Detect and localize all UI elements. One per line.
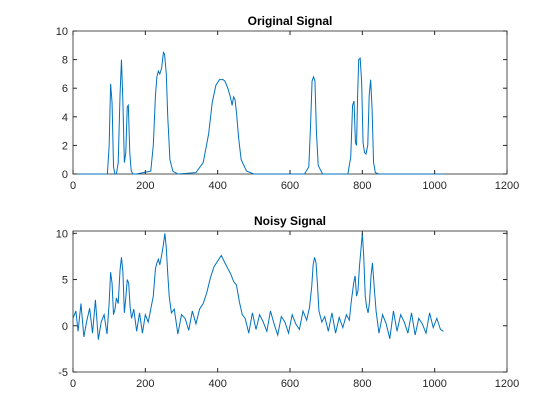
y-tick-label: 10 — [56, 228, 68, 240]
series-line-1 — [72, 233, 444, 340]
x-tick-label: 0 — [70, 180, 76, 192]
chart-panel-1: 0 200 400 600 800 1000 1200 0 2 4 6 8 10 Original Sig… — [56, 14, 519, 192]
y-tick-label: -5 — [58, 367, 68, 379]
plot-area — [72, 30, 508, 175]
y-tick-label: 5 — [62, 275, 68, 287]
x-tick-label: 600 — [281, 378, 299, 390]
x-tick-label: 400 — [208, 378, 226, 390]
x-tick-label: 600 — [281, 180, 299, 192]
y-tick-label: 6 — [62, 83, 68, 95]
y-tick-label: 2 — [62, 140, 68, 152]
x-tick-label: 1200 — [495, 378, 519, 390]
y-tick-label: 0 — [62, 169, 68, 181]
y-tick-label: 10 — [56, 26, 68, 38]
x-tick-label: 400 — [208, 180, 226, 192]
plot-area — [72, 230, 508, 373]
series-line-1 — [73, 51, 444, 175]
x-tick-label: 200 — [136, 378, 154, 390]
x-tick-label: 800 — [353, 378, 371, 390]
x-tick-label: 1000 — [422, 180, 446, 192]
x-tick-label: 0 — [70, 378, 76, 390]
x-tick-label: 200 — [136, 180, 154, 192]
y-tick-label: 4 — [62, 112, 68, 124]
x-tick-label: 1000 — [422, 378, 446, 390]
y-tick-label: 0 — [62, 321, 68, 333]
chart-title: Original Signal — [248, 14, 333, 28]
x-tick-label: 800 — [353, 180, 371, 192]
y-tick-label: 8 — [62, 55, 68, 67]
chart-title: Noisy Signal — [254, 214, 326, 228]
x-tick-label: 1200 — [495, 180, 519, 192]
